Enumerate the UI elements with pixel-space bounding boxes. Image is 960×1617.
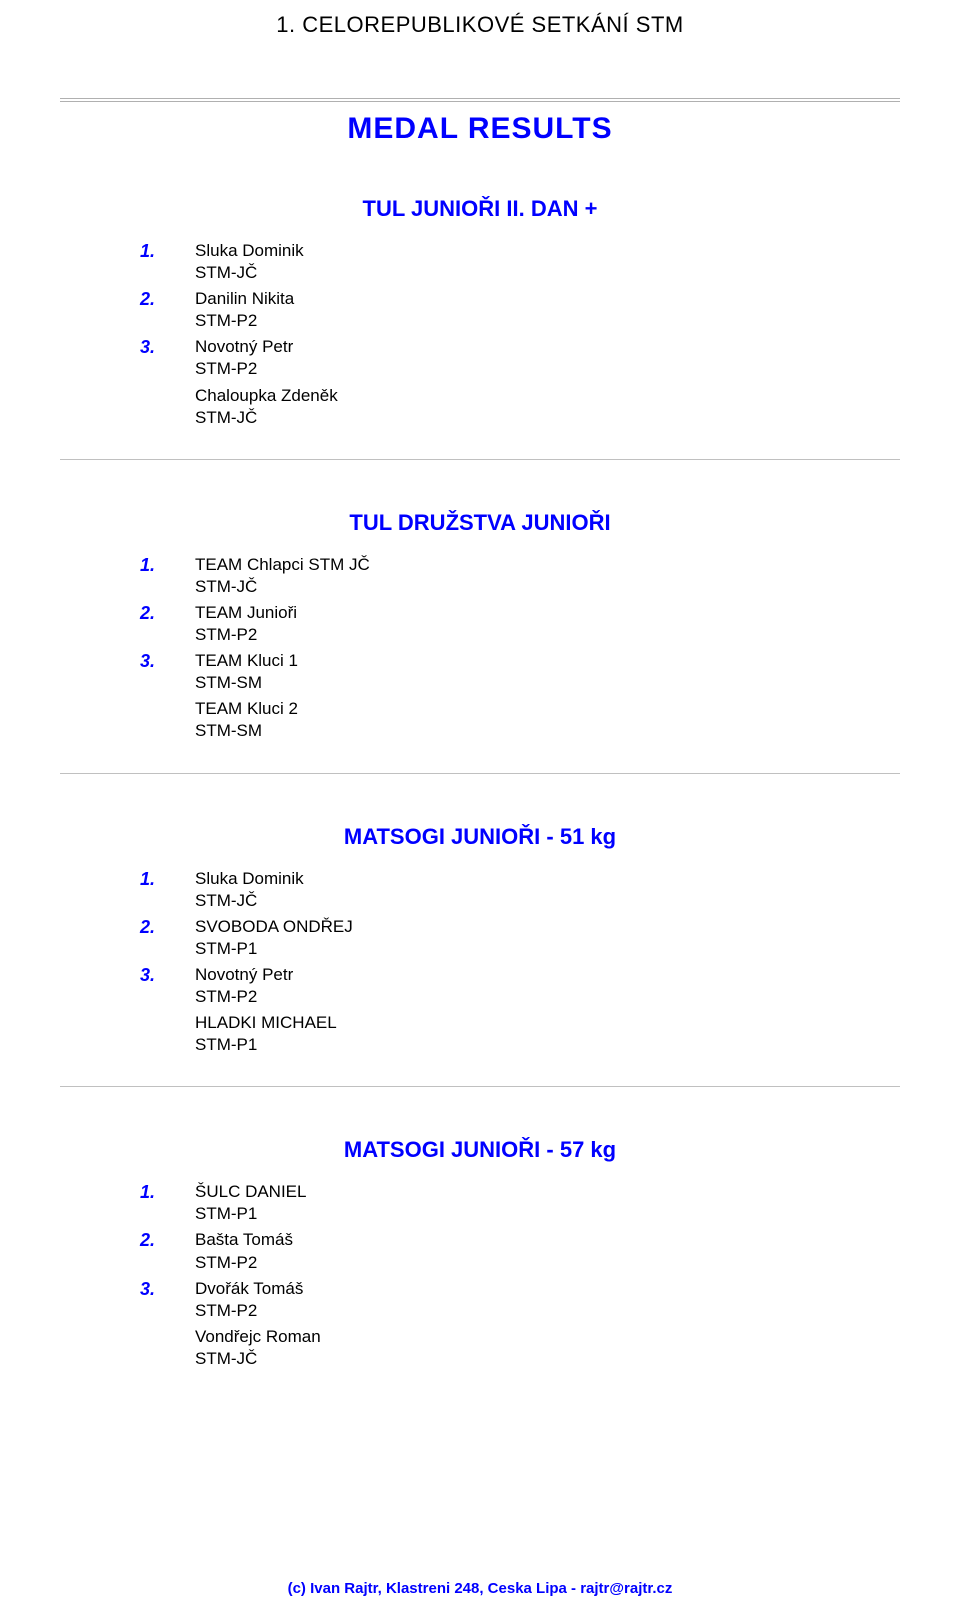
rank: 3. [140, 1278, 195, 1301]
entry-sub: STM-JČ [195, 576, 370, 598]
rank: 3. [140, 964, 195, 987]
results-block: 1. TEAM Chlapci STM JČ STM-JČ 2. TEAM Ju… [60, 554, 900, 743]
entry-name: TEAM Junioři [195, 602, 297, 624]
entry-sub: STM-P2 [195, 1300, 303, 1322]
entry-name: Dvořák Tomáš [195, 1278, 303, 1300]
entry-sub: STM-JČ [195, 890, 304, 912]
result-row: 2. Danilin Nikita STM-P2 [140, 288, 900, 332]
results-block: 1. ŠULC DANIEL STM-P1 2. Bašta Tomáš STM… [60, 1181, 900, 1370]
footer: (c) Ivan Rajtr, Klastreni 248, Ceska Lip… [60, 1580, 900, 1617]
section-title: MATSOGI JUNIOŘI - 51 kg [60, 824, 900, 850]
page-header: 1. CELOREPUBLIKOVÉ SETKÁNÍ STM [60, 0, 900, 38]
entry-name: Novotný Petr [195, 964, 293, 986]
entry-name: Sluka Dominik [195, 868, 304, 890]
entry-sub: STM-P1 [195, 1203, 306, 1225]
entry: Sluka Dominik STM-JČ [195, 240, 304, 284]
entry-name: SVOBODA ONDŘEJ [195, 916, 353, 938]
result-row: 2. TEAM Junioři STM-P2 [140, 602, 900, 646]
main-title: MEDAL RESULTS [60, 112, 900, 146]
entry: Sluka Dominik STM-JČ [195, 868, 304, 912]
entry: Danilin Nikita STM-P2 [195, 288, 294, 332]
entry-name: HLADKI MICHAEL [195, 1012, 900, 1034]
entry-name: Danilin Nikita [195, 288, 294, 310]
entry-name: Novotný Petr [195, 336, 293, 358]
entry: Novotný Petr STM-P2 [195, 964, 293, 1008]
section-title: MATSOGI JUNIOŘI - 57 kg [60, 1137, 900, 1163]
rank: 2. [140, 1229, 195, 1252]
entry: Dvořák Tomáš STM-P2 [195, 1278, 303, 1322]
divider [60, 1086, 900, 1087]
result-row: 1. Sluka Dominik STM-JČ [140, 240, 900, 284]
results-block: 1. Sluka Dominik STM-JČ 2. Danilin Nikit… [60, 240, 900, 429]
result-row: 1. ŠULC DANIEL STM-P1 [140, 1181, 900, 1225]
entry: SVOBODA ONDŘEJ STM-P1 [195, 916, 353, 960]
unranked-entry: Chaloupka Zdeněk STM-JČ [195, 385, 900, 429]
result-row: 3. Dvořák Tomáš STM-P2 [140, 1278, 900, 1322]
section: MATSOGI JUNIOŘI - 51 kg 1. Sluka Dominik… [60, 824, 900, 1057]
entry: Bašta Tomáš STM-P2 [195, 1229, 293, 1273]
entry: TEAM Kluci 1 STM-SM [195, 650, 298, 694]
entry-sub: STM-P2 [195, 624, 297, 646]
section: TUL DRUŽSTVA JUNIOŘI 1. TEAM Chlapci STM… [60, 510, 900, 743]
entry-sub: STM-P2 [195, 358, 293, 380]
divider [60, 773, 900, 774]
entry-name: Bašta Tomáš [195, 1229, 293, 1251]
entry-sub: STM-P2 [195, 1252, 293, 1274]
unranked-entry: Vondřejc Roman STM-JČ [195, 1326, 900, 1370]
result-row: 1. Sluka Dominik STM-JČ [140, 868, 900, 912]
entry: Novotný Petr STM-P2 [195, 336, 293, 380]
entry-name: Chaloupka Zdeněk [195, 385, 900, 407]
rank: 1. [140, 1181, 195, 1204]
entry-name: Sluka Dominik [195, 240, 304, 262]
entry-sub: STM-P1 [195, 1034, 900, 1056]
unranked-entry: TEAM Kluci 2 STM-SM [195, 698, 900, 742]
entry-sub: STM-P2 [195, 986, 293, 1008]
entry-sub: STM-SM [195, 720, 900, 742]
rank: 2. [140, 602, 195, 625]
results-block: 1. Sluka Dominik STM-JČ 2. SVOBODA ONDŘE… [60, 868, 900, 1057]
rank: 3. [140, 650, 195, 673]
double-rule [60, 98, 900, 102]
divider [60, 459, 900, 460]
entry: TEAM Junioři STM-P2 [195, 602, 297, 646]
rank: 1. [140, 554, 195, 577]
entry-name: Vondřejc Roman [195, 1326, 900, 1348]
entry: ŠULC DANIEL STM-P1 [195, 1181, 306, 1225]
unranked-entry: HLADKI MICHAEL STM-P1 [195, 1012, 900, 1056]
result-row: 2. SVOBODA ONDŘEJ STM-P1 [140, 916, 900, 960]
result-row: 3. Novotný Petr STM-P2 [140, 336, 900, 380]
entry-sub: STM-SM [195, 672, 298, 694]
rank: 1. [140, 240, 195, 263]
entry-name: TEAM Chlapci STM JČ [195, 554, 370, 576]
entry-sub: STM-JČ [195, 262, 304, 284]
entry-name: TEAM Kluci 1 [195, 650, 298, 672]
entry-name: TEAM Kluci 2 [195, 698, 900, 720]
entry: TEAM Chlapci STM JČ STM-JČ [195, 554, 370, 598]
entry-sub: STM-P2 [195, 310, 294, 332]
result-row: 3. Novotný Petr STM-P2 [140, 964, 900, 1008]
result-row: 2. Bašta Tomáš STM-P2 [140, 1229, 900, 1273]
section: TUL JUNIOŘI II. DAN + 1. Sluka Dominik S… [60, 196, 900, 429]
entry-sub: STM-P1 [195, 938, 353, 960]
rank: 2. [140, 288, 195, 311]
section-title: TUL JUNIOŘI II. DAN + [60, 196, 900, 222]
section: MATSOGI JUNIOŘI - 57 kg 1. ŠULC DANIEL S… [60, 1137, 900, 1370]
rank: 2. [140, 916, 195, 939]
entry-name: ŠULC DANIEL [195, 1181, 306, 1203]
rank: 3. [140, 336, 195, 359]
result-row: 1. TEAM Chlapci STM JČ STM-JČ [140, 554, 900, 598]
result-row: 3. TEAM Kluci 1 STM-SM [140, 650, 900, 694]
rank: 1. [140, 868, 195, 891]
entry-sub: STM-JČ [195, 407, 900, 429]
entry-sub: STM-JČ [195, 1348, 900, 1370]
section-title: TUL DRUŽSTVA JUNIOŘI [60, 510, 900, 536]
page: 1. CELOREPUBLIKOVÉ SETKÁNÍ STM MEDAL RES… [0, 0, 960, 1617]
